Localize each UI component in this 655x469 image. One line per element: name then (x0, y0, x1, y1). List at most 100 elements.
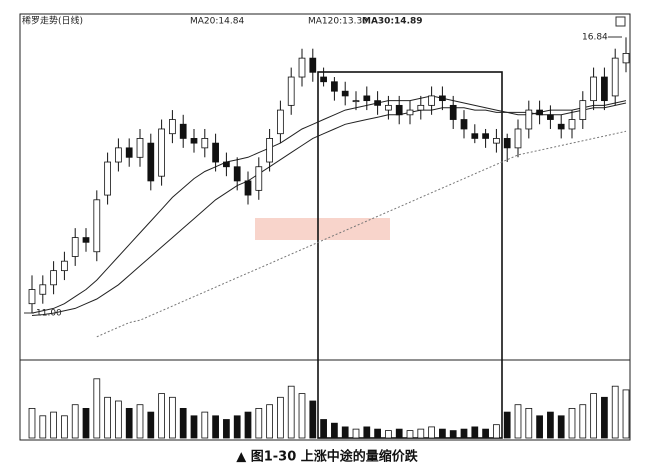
candle-body (125, 147, 133, 158)
ma-line (31, 95, 627, 314)
volume-bar (611, 385, 619, 439)
candle-body (50, 270, 57, 286)
volume-bar (244, 411, 252, 439)
candle-body (482, 133, 489, 139)
volume-bar (223, 419, 230, 439)
legend-label: MA20:14.84 (190, 17, 244, 27)
legend-label: MA120:13.30 (308, 17, 368, 27)
candle-body (320, 76, 327, 83)
candle-body (514, 128, 522, 149)
chart-title: 稀罗走势(日线) (22, 15, 83, 27)
volume-bar (147, 411, 155, 439)
candle-body (352, 100, 360, 103)
candle-body (158, 128, 165, 177)
volume-bar (71, 404, 79, 439)
candle-body (179, 123, 187, 139)
candle-body (417, 104, 425, 111)
candle-body (71, 237, 79, 257)
volume-bar (428, 426, 435, 439)
volume-bar (622, 389, 630, 439)
candle-body (287, 76, 295, 106)
volume-bar (417, 428, 425, 439)
candle-body (374, 100, 381, 106)
volume-bar (158, 393, 165, 439)
volume-bar (568, 407, 576, 439)
volume-bar (82, 407, 90, 439)
volume-bar (212, 415, 219, 439)
candle-body (547, 114, 554, 120)
candle-body (622, 53, 630, 64)
candle-body (406, 109, 414, 116)
volume-bar (579, 404, 587, 439)
candle-body (28, 289, 36, 305)
candle-body (579, 100, 587, 120)
volume-bar (363, 426, 371, 439)
volume-bar (233, 415, 241, 439)
candle-body (147, 142, 155, 182)
volume-bar (201, 411, 209, 439)
ma-line (96, 130, 627, 338)
volume-bar (255, 407, 263, 439)
ma-line (31, 102, 627, 316)
volume-bar (93, 378, 101, 439)
candle-body (223, 161, 230, 168)
candle-body (590, 76, 597, 102)
volume-bar (439, 428, 446, 439)
candle-body (136, 138, 144, 158)
candle-body (82, 237, 90, 243)
volume-bar (385, 430, 392, 439)
volume-bar (309, 400, 317, 439)
candle-body (601, 76, 608, 102)
candle-body (104, 161, 111, 196)
volume-bar (331, 422, 338, 439)
window-icon (615, 16, 626, 27)
candle-body (536, 109, 543, 116)
candle-body (190, 138, 198, 144)
candle-body (471, 133, 479, 139)
candle-body (363, 95, 371, 102)
candle-body (93, 199, 101, 253)
volume-bar (277, 396, 284, 439)
legend-label: MA30:14.89 (362, 17, 423, 27)
volume-bar (352, 428, 360, 439)
annotation: 16.84 (582, 33, 608, 43)
watermark (255, 218, 390, 240)
candle-body (233, 166, 241, 182)
volume-bar (136, 404, 144, 439)
candle-body (277, 109, 284, 135)
volume-bar (395, 428, 403, 439)
candle-body (341, 90, 349, 97)
candle-body (309, 57, 317, 73)
volume-bar (190, 415, 198, 439)
candle-body (244, 180, 252, 196)
candle-body (266, 138, 273, 163)
candle-body (568, 119, 576, 130)
candle-body (169, 119, 176, 135)
volume-bar (471, 426, 479, 439)
volume-bar (320, 419, 327, 439)
candle-body (61, 260, 68, 272)
candle-body (460, 119, 468, 130)
candle-body (255, 166, 263, 191)
candle-body (525, 109, 533, 130)
candle-body (212, 142, 219, 163)
volume-bar (61, 415, 68, 439)
candle-body (39, 284, 47, 295)
volume-bar (460, 428, 468, 439)
volume-bar (125, 407, 133, 439)
volume-bar (525, 407, 533, 439)
volume-bar (287, 385, 295, 439)
candle-body (385, 104, 392, 111)
caption: ▲ 图1-30 上涨中途的量缩价跌 (236, 449, 419, 465)
volume-bar (266, 404, 273, 439)
volume-bar (115, 400, 122, 439)
volume-bar (547, 411, 554, 439)
candle-body (115, 147, 122, 163)
volume-bar (298, 393, 306, 439)
candle-body (439, 95, 446, 102)
volume-bar (169, 396, 176, 439)
candle-body (201, 138, 209, 149)
candle-body (331, 81, 338, 92)
candle-body (493, 138, 500, 144)
